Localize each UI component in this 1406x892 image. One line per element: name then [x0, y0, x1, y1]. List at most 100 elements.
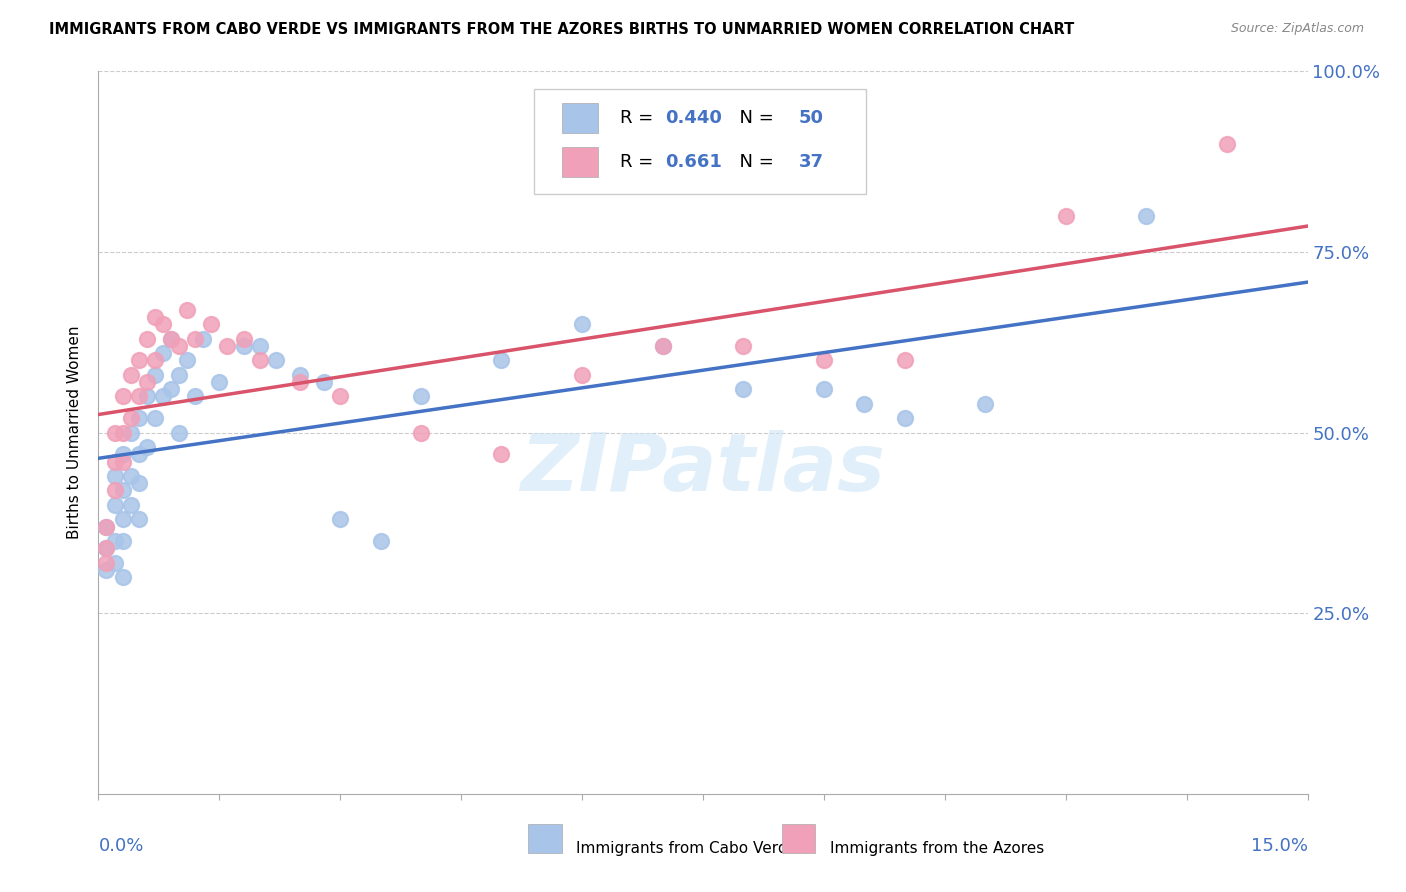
Text: 37: 37 — [799, 153, 824, 170]
Point — [167, 425, 190, 440]
Point — [208, 375, 231, 389]
Text: Immigrants from Cabo Verde: Immigrants from Cabo Verde — [576, 841, 797, 855]
Point — [409, 425, 432, 440]
Text: 50: 50 — [799, 110, 824, 128]
Point — [152, 346, 174, 360]
Point — [128, 411, 150, 425]
Point — [135, 389, 157, 403]
Point — [232, 332, 254, 346]
Point — [1216, 136, 1239, 151]
Point — [96, 563, 118, 577]
Text: 0.661: 0.661 — [665, 153, 723, 170]
Point — [813, 353, 835, 368]
Bar — [782, 824, 815, 853]
Point — [120, 411, 142, 425]
Point — [491, 353, 513, 368]
Point — [143, 353, 166, 368]
Point — [193, 332, 215, 346]
Point — [217, 339, 239, 353]
Point — [160, 332, 183, 346]
Text: ZIPatlas: ZIPatlas — [520, 430, 886, 508]
Point — [111, 389, 134, 403]
Point — [111, 512, 134, 526]
Point — [314, 375, 336, 389]
Point — [128, 389, 150, 403]
Bar — [527, 824, 561, 853]
Point — [160, 332, 183, 346]
Text: R =: R = — [620, 153, 658, 170]
Point — [103, 498, 125, 512]
Point — [96, 541, 118, 556]
Point — [974, 397, 997, 411]
Text: 0.0%: 0.0% — [98, 838, 143, 855]
Point — [651, 339, 673, 353]
Point — [103, 425, 125, 440]
Point — [103, 556, 125, 570]
Point — [128, 447, 150, 461]
Point — [571, 368, 593, 382]
Point — [853, 397, 876, 411]
Point — [96, 519, 118, 533]
Point — [128, 476, 150, 491]
Point — [135, 332, 157, 346]
Point — [143, 310, 166, 324]
Point — [167, 368, 190, 382]
Point — [733, 382, 755, 396]
Point — [893, 411, 915, 425]
Point — [184, 332, 207, 346]
Point — [491, 447, 513, 461]
Point — [111, 454, 134, 468]
Point — [135, 440, 157, 454]
Text: IMMIGRANTS FROM CABO VERDE VS IMMIGRANTS FROM THE AZORES BIRTHS TO UNMARRIED WOM: IMMIGRANTS FROM CABO VERDE VS IMMIGRANTS… — [49, 22, 1074, 37]
Point — [329, 512, 352, 526]
Point — [96, 541, 118, 556]
Point — [288, 375, 311, 389]
Point — [249, 353, 271, 368]
Point — [733, 339, 755, 353]
Text: Immigrants from the Azores: Immigrants from the Azores — [830, 841, 1045, 855]
Text: R =: R = — [620, 110, 658, 128]
Point — [128, 353, 150, 368]
Point — [120, 368, 142, 382]
Text: N =: N = — [728, 110, 780, 128]
Point — [103, 533, 125, 548]
Point — [184, 389, 207, 403]
Point — [96, 556, 118, 570]
Point — [135, 375, 157, 389]
Bar — [561, 103, 598, 134]
FancyBboxPatch shape — [534, 89, 866, 194]
Point — [96, 519, 118, 533]
Point — [111, 447, 134, 461]
Point — [143, 368, 166, 382]
Point — [409, 389, 432, 403]
Point — [152, 389, 174, 403]
Point — [120, 469, 142, 483]
Text: N =: N = — [728, 153, 780, 170]
Point — [264, 353, 287, 368]
Bar — [561, 146, 598, 177]
Point — [813, 382, 835, 396]
Point — [370, 533, 392, 548]
Point — [160, 382, 183, 396]
Point — [120, 425, 142, 440]
Point — [111, 483, 134, 498]
Point — [103, 454, 125, 468]
Point — [329, 389, 352, 403]
Point — [103, 483, 125, 498]
Point — [893, 353, 915, 368]
Point — [249, 339, 271, 353]
Point — [1135, 209, 1157, 223]
Point — [111, 570, 134, 584]
Point — [651, 339, 673, 353]
Point — [111, 425, 134, 440]
Text: 0.440: 0.440 — [665, 110, 723, 128]
Point — [176, 353, 198, 368]
Point — [128, 512, 150, 526]
Point — [571, 318, 593, 332]
Text: Source: ZipAtlas.com: Source: ZipAtlas.com — [1230, 22, 1364, 36]
Point — [143, 411, 166, 425]
Point — [288, 368, 311, 382]
Point — [111, 533, 134, 548]
Point — [200, 318, 222, 332]
Text: 15.0%: 15.0% — [1250, 838, 1308, 855]
